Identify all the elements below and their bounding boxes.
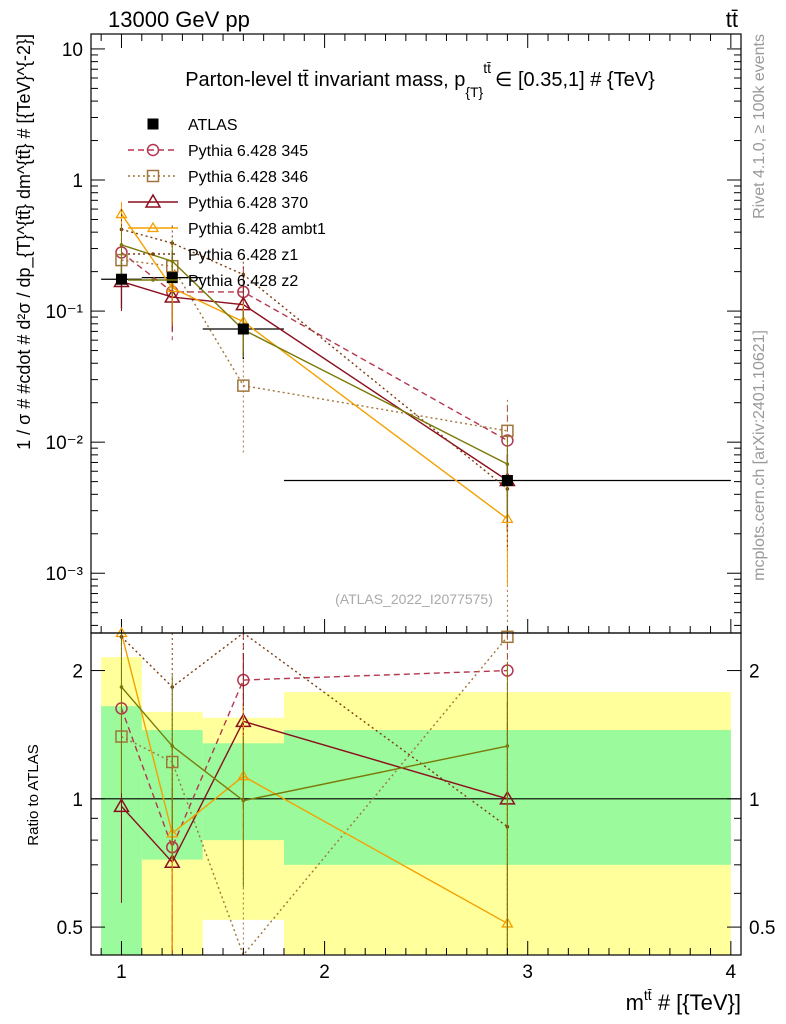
legend-item-z1: Pythia 6.428 z1 bbox=[128, 247, 298, 264]
header-left-label: 13000 GeV pp bbox=[108, 7, 250, 32]
ratio-point-z2 bbox=[241, 798, 246, 803]
ratio-point-z2 bbox=[505, 744, 510, 748]
data-point-atlas bbox=[115, 273, 127, 285]
ratio-y-tick-label-right: 0.5 bbox=[749, 918, 775, 939]
series-line-p346 bbox=[121, 259, 508, 432]
legend: ATLAS Pythia 6.428 345 Pythia 6.428 346 Pyt… bbox=[128, 117, 326, 290]
series-line-p370 bbox=[121, 280, 508, 482]
legend-label-p346: Pythia 6.428 346 bbox=[188, 169, 308, 186]
ratio-point-z2 bbox=[119, 685, 124, 689]
legend-item-z2: Pythia 6.428 z2 bbox=[128, 273, 298, 290]
x-tick-label: 2 bbox=[319, 962, 330, 983]
y-tick-label: 10 bbox=[62, 40, 83, 61]
y-tick-label: 10⁻² bbox=[46, 433, 84, 454]
legend-marker-ambt1 bbox=[146, 221, 160, 233]
source-side-label: mcplots.cern.ch [arXiv:2401.10621] bbox=[751, 330, 768, 581]
legend-label-z2: Pythia 6.428 z2 bbox=[188, 273, 298, 290]
data-point-atlas bbox=[501, 474, 513, 486]
legend-label-ambt1: Pythia 6.428 ambt1 bbox=[188, 221, 326, 238]
series-line-ambt1 bbox=[120, 213, 508, 520]
series-line-p345 bbox=[121, 251, 508, 442]
data-point-atlas bbox=[237, 323, 249, 335]
data-point-ambt1 bbox=[115, 207, 128, 219]
legend-item-p370: Pythia 6.428 370 bbox=[128, 193, 308, 212]
ratio-y-tick-label: 1 bbox=[72, 790, 83, 811]
ratio-line-ambt1 bbox=[120, 632, 508, 925]
y-tick-label: 10⁻³ bbox=[46, 564, 84, 585]
plot-title: Parton-level tt̄ invariant mass, p{T}tt̄… bbox=[185, 60, 655, 100]
legend-label-p345: Pythia 6.428 345 bbox=[188, 143, 308, 160]
legend-marker-z1 bbox=[151, 252, 155, 256]
legend-item-ambt1: Pythia 6.428 ambt1 bbox=[128, 221, 326, 238]
ratio-point-p370 bbox=[113, 797, 130, 813]
x-axis-label: mtt̄ # [{TeV}] bbox=[626, 987, 741, 1015]
x-tick-label: 4 bbox=[726, 962, 737, 983]
rivet-side-label: Rivet 4.1.0, ≥ 100k events bbox=[751, 34, 768, 219]
data-point-atlas bbox=[166, 272, 178, 284]
ratio-line-z2 bbox=[120, 686, 508, 802]
ratio-point-p346 bbox=[501, 630, 514, 644]
data-point-p346 bbox=[237, 379, 250, 392]
legend-marker-z2 bbox=[151, 278, 155, 282]
series-line-z1 bbox=[121, 228, 508, 490]
ratio-point-z2 bbox=[170, 744, 175, 748]
x-tick-label: 3 bbox=[522, 962, 533, 983]
legend-marker-p370 bbox=[144, 193, 162, 208]
data-point-z1 bbox=[241, 272, 246, 277]
ratio-frame bbox=[90, 632, 742, 956]
data-point-z2 bbox=[170, 259, 175, 264]
top-y-axis-label: 1 / σ # #cdot # d²σ / dp_{T}^{tt̄} dm^{t… bbox=[14, 34, 35, 450]
legend-marker-p345 bbox=[146, 143, 160, 157]
y-tick-label: 1 bbox=[72, 171, 83, 192]
ratio-y-tick-label-right: 1 bbox=[749, 790, 760, 811]
ratio-y-tick-label: 2 bbox=[72, 662, 83, 683]
analysis-watermark: (ATLAS_2022_I2077575) bbox=[335, 591, 493, 607]
legend-marker-p346 bbox=[146, 169, 160, 183]
legend-label-ATLAS: ATLAS bbox=[188, 117, 238, 134]
legend-label-z1: Pythia 6.428 z1 bbox=[188, 247, 298, 264]
ratio-line-z1 bbox=[120, 632, 508, 828]
legend-label-p370: Pythia 6.428 370 bbox=[188, 195, 308, 212]
ratio-line-p370 bbox=[120, 720, 508, 864]
ratio-line-p345 bbox=[120, 669, 508, 850]
legend-marker-atlas bbox=[147, 118, 159, 130]
legend-item-p345: Pythia 6.428 345 bbox=[128, 143, 308, 160]
legend-item-p346: Pythia 6.428 346 bbox=[128, 169, 308, 186]
legend-item-ATLAS: ATLAS bbox=[147, 117, 238, 134]
ratio-panel: 2 2 1 1 0.5 0.5 1 2 3 4 bbox=[57, 626, 775, 983]
x-tick-label: 1 bbox=[116, 962, 127, 983]
data-point-p346 bbox=[501, 424, 514, 438]
data-point-ambt1 bbox=[501, 512, 514, 523]
ratio-y-tick-label-right: 2 bbox=[749, 662, 760, 683]
header-right-label: tt̄ bbox=[726, 7, 738, 32]
ratio-y-tick-label: 0.5 bbox=[57, 918, 83, 939]
data-point-z2 bbox=[119, 243, 124, 247]
y-tick-label: 10⁻¹ bbox=[46, 302, 84, 323]
data-point-z2 bbox=[505, 462, 510, 466]
series-line-z2 bbox=[121, 244, 508, 465]
ratio-y-axis-label: Ratio to ATLAS bbox=[25, 744, 42, 845]
